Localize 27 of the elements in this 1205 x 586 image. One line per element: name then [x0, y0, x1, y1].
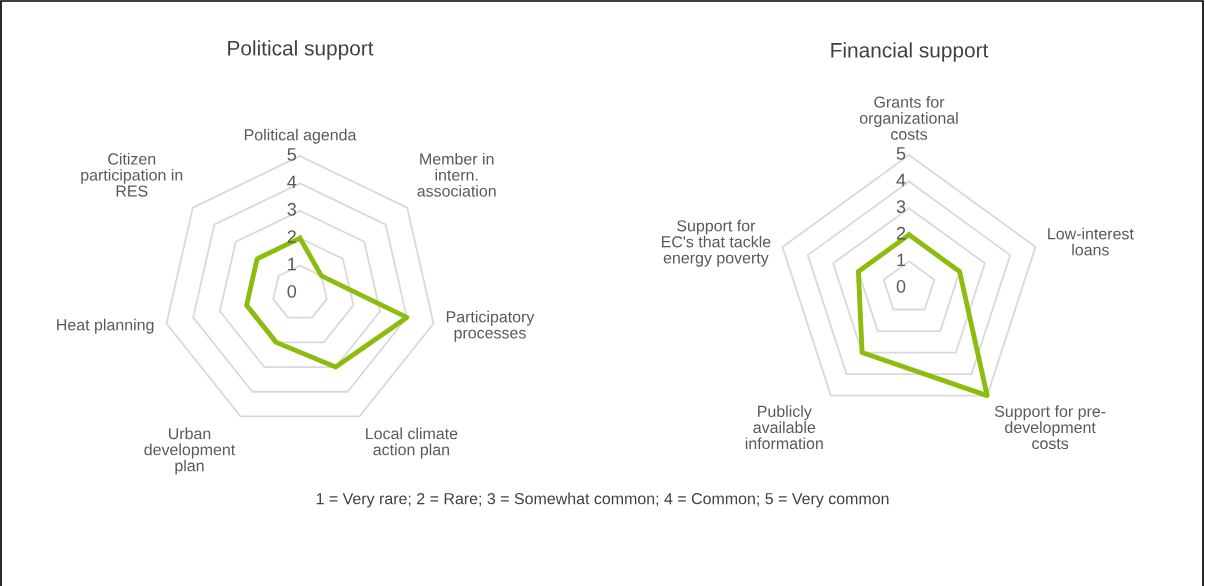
spoke-label: Member in intern. association	[417, 152, 496, 197]
spoke-label: Urban development plan	[144, 427, 236, 475]
y-tick-label: 0	[287, 285, 297, 298]
y-tick-label: 4	[896, 173, 906, 187]
y-tick-label: 5	[287, 148, 297, 161]
text: 1 = Very rare; 2 = Rare; 3 = Somewhat common; 4 = Common; 5 = Very common	[316, 492, 889, 508]
spoke-label: Political agenda	[244, 128, 357, 144]
y-tick-label: 3	[287, 202, 297, 216]
y-tick-label: 1	[288, 257, 296, 271]
chart-title: Financial support	[831, 42, 989, 62]
y-tick-label: 1	[897, 253, 906, 267]
spoke-label: Participatory processes	[446, 310, 535, 342]
y-tick-label: 5	[896, 147, 906, 160]
y-tick-label: 0	[896, 280, 906, 293]
spoke-label: Publicly available information	[745, 405, 823, 450]
spoke-label: Support for EC's that tackle energy poverty	[661, 219, 771, 267]
spoke-label: Citizen participation in RES	[81, 152, 183, 197]
spoke-label: Low-interest loans	[1048, 227, 1134, 256]
y-tick-label: 2	[896, 226, 906, 240]
y-tick-label: 4	[287, 175, 297, 189]
spoke-label: Heat planning	[57, 318, 154, 334]
spoke-label: Grants for organizational costs	[859, 96, 958, 140]
y-tick-label: 2	[287, 230, 296, 243]
chart-title: Political support	[228, 40, 374, 60]
spoke-label: Local climate action plan	[366, 427, 458, 459]
spoke-label: Support for pre- development costs	[994, 405, 1106, 450]
y-tick-label: 3	[896, 200, 906, 214]
